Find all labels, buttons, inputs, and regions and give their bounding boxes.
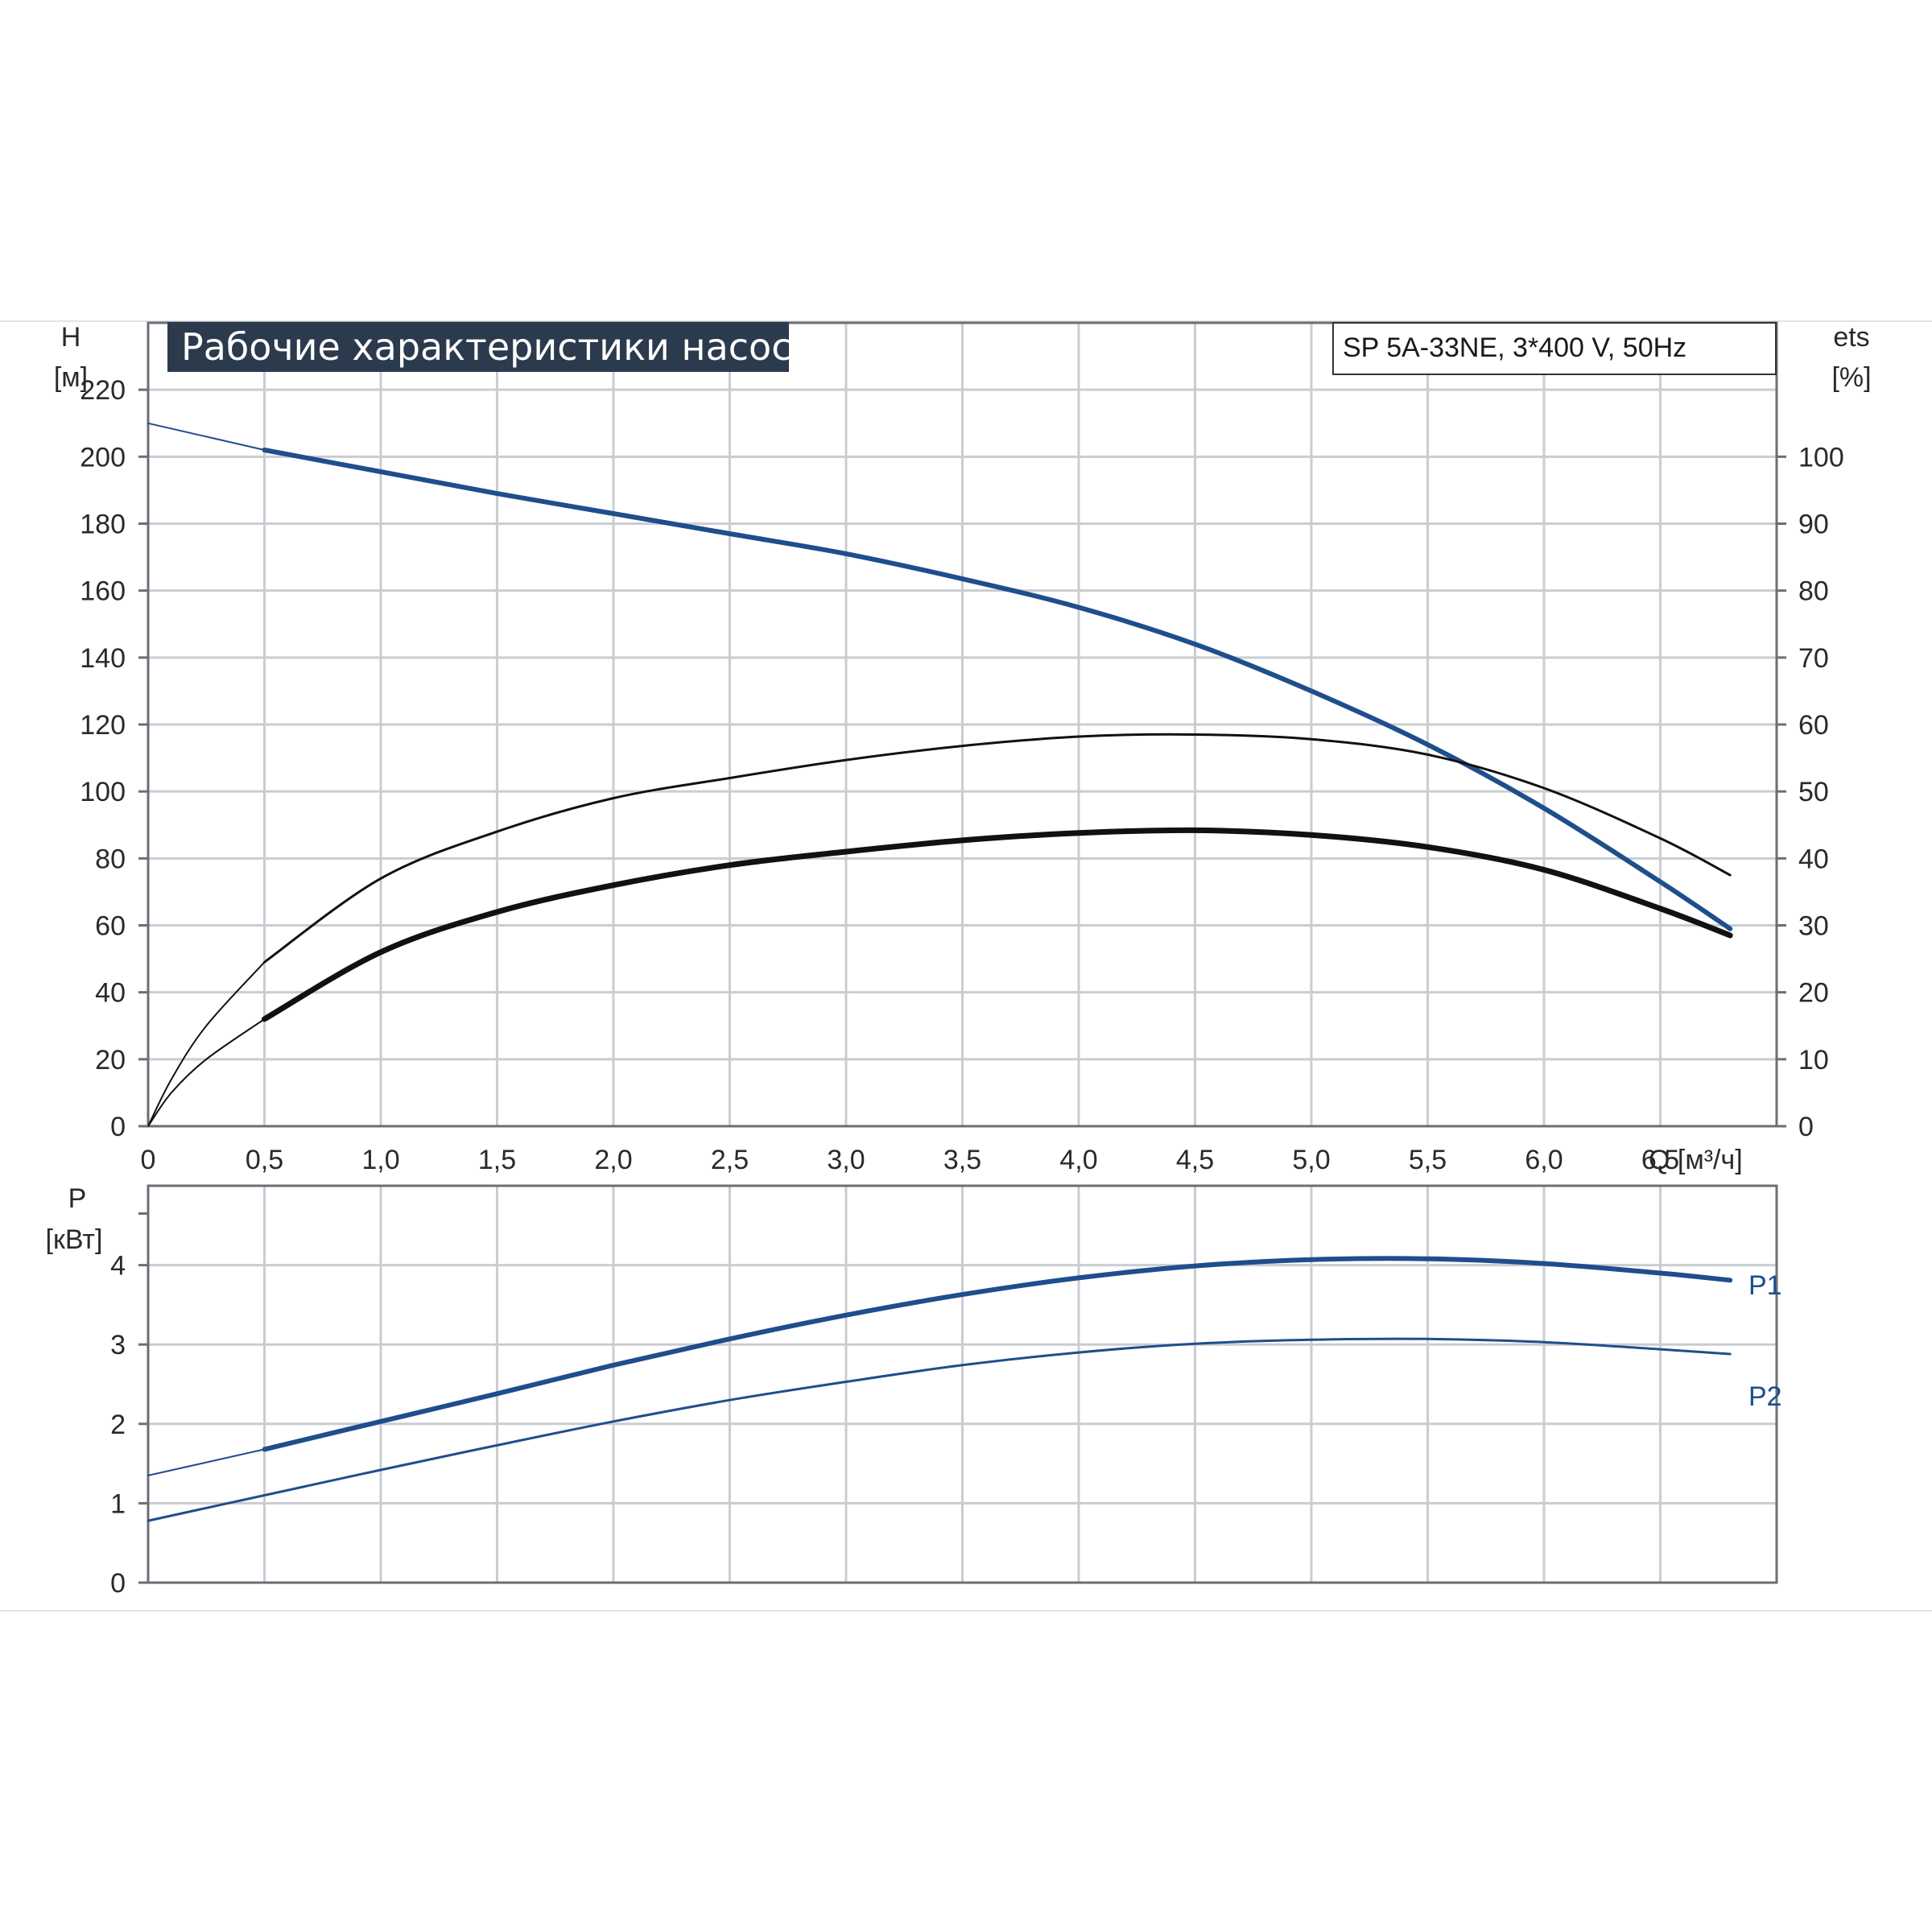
head-curve [262,448,1733,931]
x-tick-label: 6,0 [1525,1145,1563,1175]
h-axis-label: H [61,322,81,353]
x-tick-label: 2,5 [711,1145,749,1175]
y2-tick-label: 80 [1798,576,1829,607]
power-curve-p2 [147,1337,1732,1522]
x-tick-label: 5,0 [1292,1145,1330,1175]
p-tick-label: 4 [110,1251,126,1282]
power-curve-p1 [262,1256,1733,1452]
y2-tick-label: 100 [1798,442,1844,473]
y2-tick-label: 60 [1798,710,1829,741]
y-tick-label: 100 [80,777,126,807]
y-tick-label: 180 [80,510,126,540]
x-tick-label: 1,0 [361,1145,399,1175]
power-curve-p1-extension [147,1448,266,1476]
bottom-grid [148,1186,1777,1583]
x-tick-label: 0 [141,1145,156,1175]
model-box [1332,322,1777,375]
y2-tick-label: 40 [1798,844,1829,874]
bottom-series-group [147,1256,1733,1522]
y2-tick-label: 50 [1798,777,1829,807]
bottom-plot-frame [147,1184,1778,1584]
y-tick-label: 140 [80,643,126,674]
y-tick-label: 60 [95,911,126,942]
y-tick-label: 120 [80,710,126,741]
x-tick-label: 2,0 [594,1145,632,1175]
p-axis-label: P [68,1183,87,1214]
top-grid [148,323,1777,1126]
eta-axis-unit: [%] [1831,362,1871,393]
y2-tick-label: 20 [1798,978,1829,1009]
eta-axis-label: ets [1833,322,1869,353]
bottom-tick-labels: 0 1 2 3 4 [110,1212,148,1599]
efficiency-curve-thin-extension [147,961,266,1127]
model-label: SP 5A-33NE, 3*400 V, 50Hz [1343,332,1686,363]
head-curve-extension [147,422,266,451]
y-tick-label: 0 [110,1112,126,1142]
title-box [167,322,789,372]
x-tick-label: 4,0 [1059,1145,1097,1175]
series-label-p2: P2 [1748,1381,1782,1412]
y-tick-label: 40 [95,978,126,1009]
y2-tick-label: 90 [1798,510,1829,540]
x-tick-label: 1,5 [478,1145,516,1175]
p-tick-label: 3 [110,1330,126,1360]
x-tick-label: 3,0 [827,1145,865,1175]
y-tick-label: 80 [95,844,126,874]
y2-tick-label: 10 [1798,1045,1829,1075]
y2-tick-label: 30 [1798,911,1829,942]
y-tick-label: 200 [80,442,126,473]
x-tick-label: 4,5 [1176,1145,1214,1175]
x-tick-label: 6,5 [1641,1145,1679,1175]
p-tick-label: 1 [110,1488,126,1519]
chart-title: Рабочие характеристики насоса [181,325,815,369]
y-tick-label: 160 [80,576,126,607]
x-tick-label: 3,5 [943,1145,981,1175]
p-axis-unit: [кВт] [46,1224,103,1255]
efficiency-curve-thick [262,827,1733,1022]
y2-tick-label: 0 [1798,1112,1814,1142]
y-tick-label: 220 [80,375,126,406]
top-series-group [147,422,1733,1127]
y2-tick-label: 70 [1798,643,1829,674]
h-axis-unit: [м] [54,362,88,393]
q-axis-label: Q [м³/ч] [1649,1145,1743,1175]
series-label-p1: P1 [1748,1270,1782,1301]
x-tick-label: 5,5 [1409,1145,1447,1175]
top-tick-labels: 0 0,5 1,0 1,5 2,0 2,5 3,0 3,5 4,0 4,5 5,0 5,5 6,0 6,5… [80,375,1843,1175]
efficiency-curve-thin [263,733,1732,964]
p-tick-label: 2 [110,1410,126,1440]
p-tick-label: 0 [110,1568,126,1599]
y-tick-label: 20 [95,1045,126,1075]
x-tick-label: 0,5 [246,1145,283,1175]
efficiency-curve-thick-extension [147,1018,266,1127]
